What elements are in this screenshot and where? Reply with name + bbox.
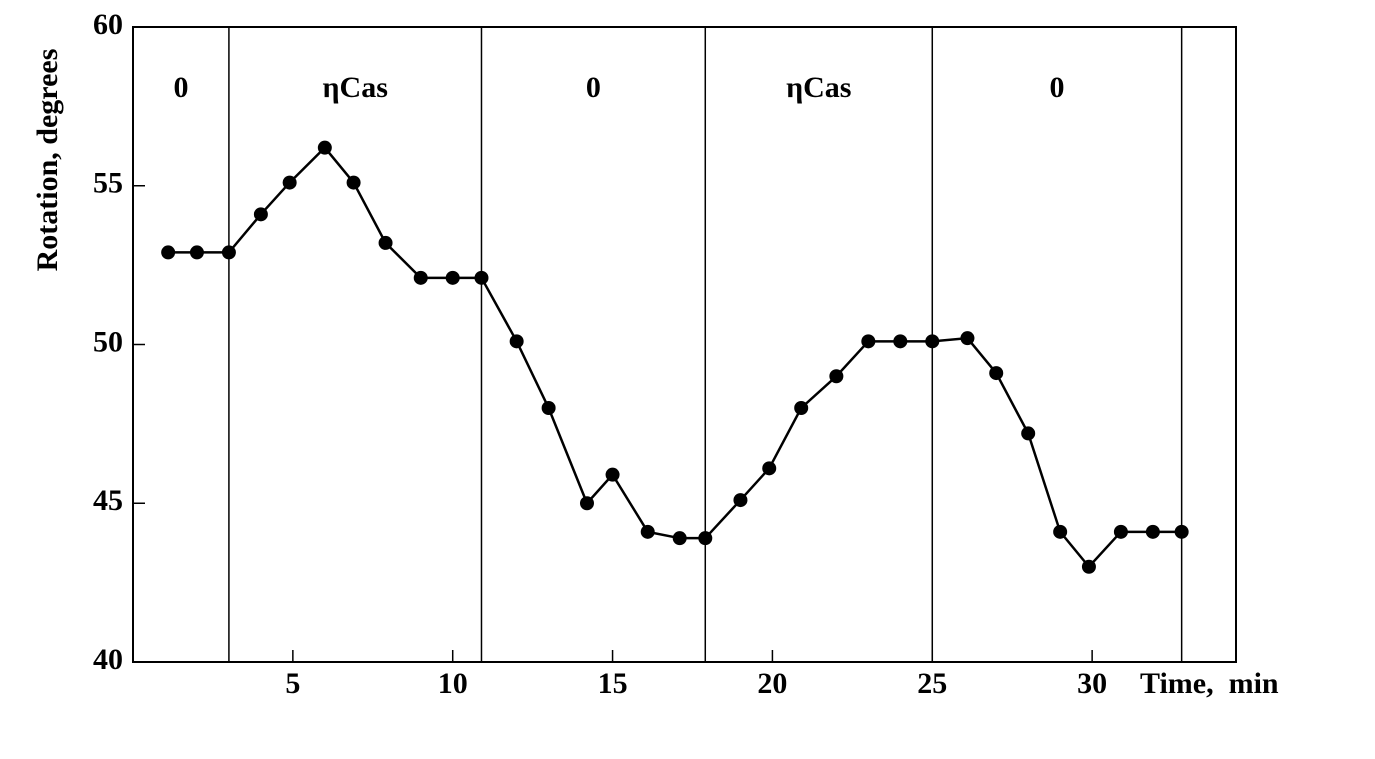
x-tick-label: 15 <box>598 667 628 700</box>
phase-label: 0 <box>586 71 601 104</box>
data-point <box>1174 524 1189 539</box>
phase-label: 0 <box>1049 71 1064 104</box>
phase-label: ηCas <box>786 71 851 104</box>
data-point <box>378 235 393 250</box>
data-line <box>168 145 1182 569</box>
data-point <box>861 334 876 349</box>
x-tick-label: 5 <box>285 667 300 700</box>
data-point <box>1145 524 1160 539</box>
phase-label: ηCas <box>323 71 388 104</box>
y-tick-label: 50 <box>93 325 123 358</box>
data-point <box>161 245 176 260</box>
data-point <box>189 245 204 260</box>
y-axis-label: Rotation, degrees <box>31 49 64 272</box>
y-tick-label: 45 <box>93 484 123 517</box>
data-point <box>317 140 332 155</box>
plot-frame <box>132 26 1237 663</box>
data-point <box>640 524 655 539</box>
x-axis-label: Time, min <box>1140 667 1279 700</box>
y-tick-label: 60 <box>93 8 123 41</box>
data-point <box>1113 524 1128 539</box>
data-point <box>893 334 908 349</box>
x-tick-label: 10 <box>438 667 468 700</box>
data-point <box>474 270 489 285</box>
data-point <box>1021 426 1036 441</box>
data-point <box>579 496 594 511</box>
x-tick-label: 25 <box>917 667 947 700</box>
data-point <box>960 331 975 346</box>
data-point <box>989 366 1004 381</box>
data-point <box>733 493 748 508</box>
data-point <box>672 531 687 546</box>
x-tick-label: 20 <box>757 667 787 700</box>
x-tick-label: 30 <box>1077 667 1107 700</box>
phase-label: 0 <box>173 71 188 104</box>
data-point <box>346 175 361 190</box>
data-point <box>605 467 620 482</box>
data-point <box>221 245 236 260</box>
data-point <box>541 401 556 415</box>
data-point <box>445 270 460 285</box>
data-point <box>925 334 940 349</box>
data-point <box>253 207 268 222</box>
data-point <box>698 531 713 546</box>
data-point <box>1081 559 1096 574</box>
data-point <box>794 401 809 415</box>
data-point <box>282 175 297 190</box>
data-point <box>413 270 428 285</box>
data-point <box>762 461 777 476</box>
data-point <box>829 369 844 384</box>
data-point <box>509 334 524 349</box>
y-tick-label: 55 <box>93 167 123 200</box>
y-tick-label: 40 <box>93 643 123 676</box>
data-point <box>1053 524 1068 539</box>
